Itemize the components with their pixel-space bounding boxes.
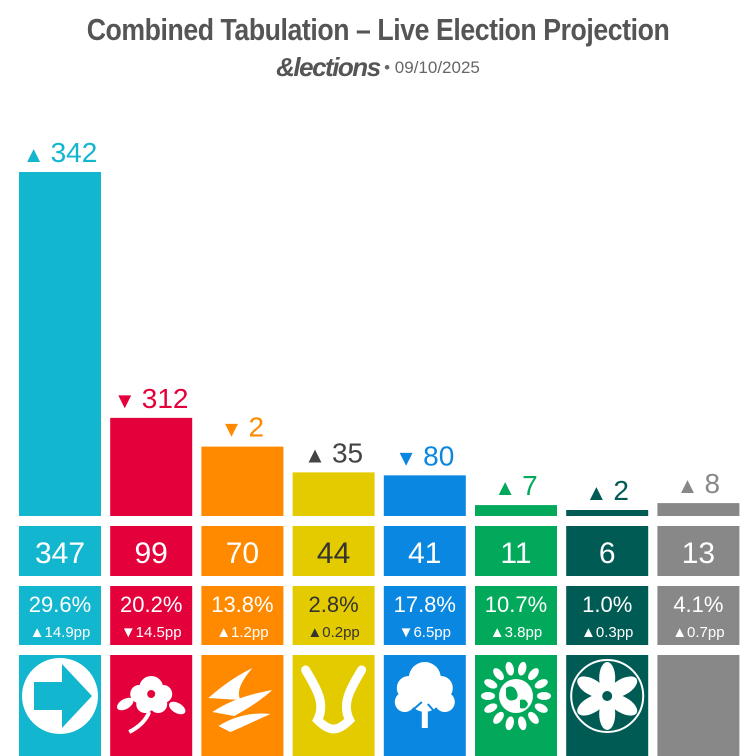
saltire-logo-icon [292, 655, 375, 756]
flower-logo-icon [566, 655, 649, 756]
rose-logo-icon [110, 655, 193, 756]
brand-logo: &lections [276, 52, 381, 82]
logo-box [657, 655, 740, 756]
seat-count-box [657, 526, 740, 576]
vote-share-box [475, 586, 557, 645]
seat-change-label: ▲ 2 [585, 475, 628, 506]
seat-change-label: ▲ 8 [677, 468, 720, 499]
seat-change-label: ▼ 2 [221, 412, 264, 443]
seat-count-label: 44 [317, 537, 350, 570]
vote-share-box [19, 586, 101, 645]
vote-share-label: 4.1% [673, 592, 723, 617]
vote-share-label: 10.7% [485, 592, 547, 617]
vote-share-label: 20.2% [120, 592, 182, 617]
seat-bar [475, 505, 557, 516]
arrow-logo-icon [19, 655, 101, 756]
seat-count-label: 99 [135, 537, 168, 570]
seat-count-label: 70 [226, 537, 259, 570]
vote-share-label: 29.6% [29, 592, 91, 617]
vote-change-label: ▲0.7pp [672, 624, 724, 641]
vote-share-label: 13.8% [211, 592, 273, 617]
seat-count-box [566, 526, 649, 576]
seat-count-box [19, 526, 101, 576]
subtitle: &lections • 09/10/2025 [0, 52, 756, 83]
vote-change-label: ▼14.5pp [121, 624, 182, 641]
vote-share-box [566, 586, 649, 645]
seat-bar [292, 472, 375, 516]
seat-change-label: ▲ 342 [23, 137, 98, 168]
seat-count-box [110, 526, 193, 576]
seat-count-label: 347 [35, 537, 85, 570]
vote-share-box [110, 586, 193, 645]
seat-count-label: 41 [408, 537, 441, 570]
seat-count-box [475, 526, 557, 576]
vote-share-label: 2.8% [309, 592, 359, 617]
seat-count-label: 13 [682, 537, 715, 570]
vote-share-box [292, 586, 375, 645]
seat-count-label: 11 [500, 537, 531, 570]
vote-change-label: ▲0.2pp [307, 624, 359, 641]
seat-count-label: 6 [599, 537, 616, 570]
vote-change-label: ▲14.9pp [30, 624, 91, 641]
logo-background [657, 655, 740, 756]
seat-bar [201, 446, 284, 516]
vote-change-label: ▼6.5pp [399, 624, 451, 641]
seat-bar [657, 503, 740, 516]
date-label: • 09/10/2025 [384, 58, 480, 77]
seat-count-box [292, 526, 375, 576]
vote-change-label: ▲3.8pp [490, 624, 542, 641]
seat-bar [566, 510, 649, 516]
globe-logo-icon [475, 655, 557, 756]
vote-change-label: ▲1.2pp [216, 624, 268, 641]
vote-share-box [657, 586, 740, 645]
seat-bar [19, 172, 101, 516]
seat-count-box [383, 526, 466, 576]
seat-bar [383, 475, 466, 516]
tree-logo-icon [383, 655, 466, 756]
vote-share-box [383, 586, 466, 645]
seat-count-box [201, 526, 284, 576]
vote-share-label: 17.8% [394, 592, 456, 617]
seat-change-label: ▼ 80 [395, 440, 454, 471]
seat-change-label: ▲ 35 [304, 437, 363, 468]
seat-bar [110, 417, 193, 516]
seat-change-label: ▼ 312 [114, 383, 189, 414]
seat-change-label: ▲ 7 [494, 470, 537, 501]
vote-share-label: 1.0% [582, 592, 632, 617]
vote-change-label: ▲0.3pp [581, 624, 633, 641]
vote-share-box [201, 586, 284, 645]
bird-logo-icon [201, 655, 284, 756]
chart-title: Combined Tabulation – Live Election Proj… [86, 12, 670, 47]
